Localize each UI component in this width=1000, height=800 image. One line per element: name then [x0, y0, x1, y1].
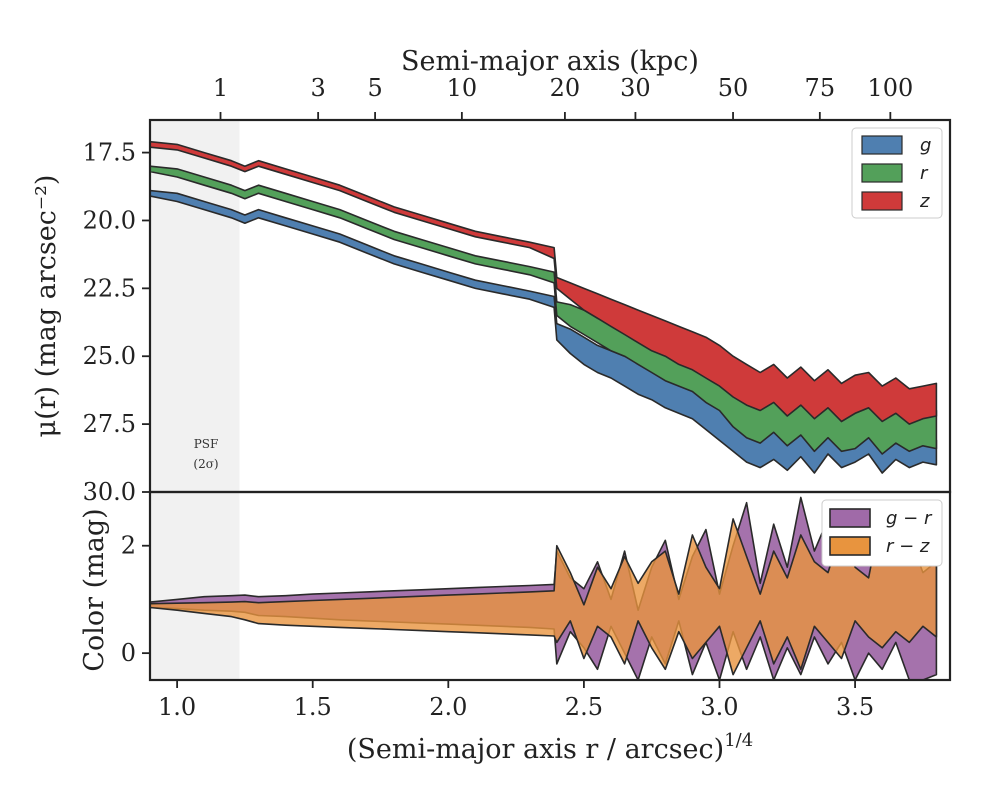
x-axis-title: (Semi-major axis r / arcsec)1/4 [347, 730, 753, 765]
psf-label-line2: (2σ) [193, 457, 218, 471]
x-axis-title-exponent: 1/4 [724, 730, 753, 751]
legend-label-r: r [920, 163, 929, 184]
legend-swatch-z [861, 191, 903, 211]
xtick-label-4: 3.0 [700, 693, 738, 721]
kpc-tick-label-7: 75 [805, 74, 836, 102]
kpc-tick-label-4: 20 [550, 74, 581, 102]
legend-bottom: g − r r − z [821, 499, 943, 567]
psf-label-line1: PSF [194, 437, 219, 451]
kpc-tick-label-0: 1 [213, 74, 228, 102]
y-axis-title-bottom: Color (mag) [79, 508, 110, 671]
ytick-label-top-3: 25.0 [83, 342, 136, 370]
legend-label-g-r: g − r [886, 508, 933, 529]
band-z [150, 140, 938, 425]
axes-ticks: 17.520.022.525.027.530.01 3 5 10 20 30 50 75 100… [83, 74, 914, 721]
color-bands [150, 496, 938, 680]
legend-label-z: z [919, 191, 930, 212]
xtick-label-3: 2.5 [565, 693, 603, 721]
xtick-label-5: 3.5 [836, 693, 874, 721]
legend-swatch-g [861, 135, 903, 155]
y-axis-title-top: μ(r) (mag arcsec⁻²) [31, 175, 62, 438]
kpc-tick-label-8: 100 [867, 74, 913, 102]
ytick-label-top-0: 17.5 [83, 139, 136, 167]
kpc-tick-label-6: 50 [718, 74, 749, 102]
kpc-tick-label-5: 30 [620, 74, 651, 102]
band-r [150, 165, 938, 455]
band-r-z [150, 507, 938, 676]
kpc-tick-label-1: 3 [310, 74, 325, 102]
kpc-tick-label-3: 10 [447, 74, 478, 102]
legend-swatch-r-z [829, 536, 871, 556]
ytick-label-bottom-1: 2 [121, 532, 136, 560]
xtick-label-1: 1.5 [294, 693, 332, 721]
ytick-label-top-5: 30.0 [83, 478, 136, 506]
legend-label-g: g [920, 135, 931, 156]
ytick-label-bottom-0: 0 [121, 639, 136, 667]
legend-label-r-z: r − z [886, 536, 930, 557]
x-axis-title-text: (Semi-major axis r / arcsec) [347, 734, 724, 765]
kpc-tick-label-2: 5 [367, 74, 382, 102]
legend-swatch-g-r [829, 508, 871, 528]
ytick-label-top-1: 20.0 [83, 206, 136, 234]
psf-region-bottom [150, 492, 240, 680]
surface-brightness-bands [150, 140, 938, 474]
ytick-label-top-2: 22.5 [83, 274, 136, 302]
bottom-panel-frame [148, 490, 952, 682]
legend-top: grz [851, 127, 943, 219]
xtick-label-0: 1.0 [158, 693, 196, 721]
legend-swatch-r [861, 163, 903, 183]
top-axis-title: Semi-major axis (kpc) [401, 46, 699, 77]
xtick-label-2: 2.0 [429, 693, 467, 721]
ytick-label-top-4: 27.5 [83, 410, 136, 438]
